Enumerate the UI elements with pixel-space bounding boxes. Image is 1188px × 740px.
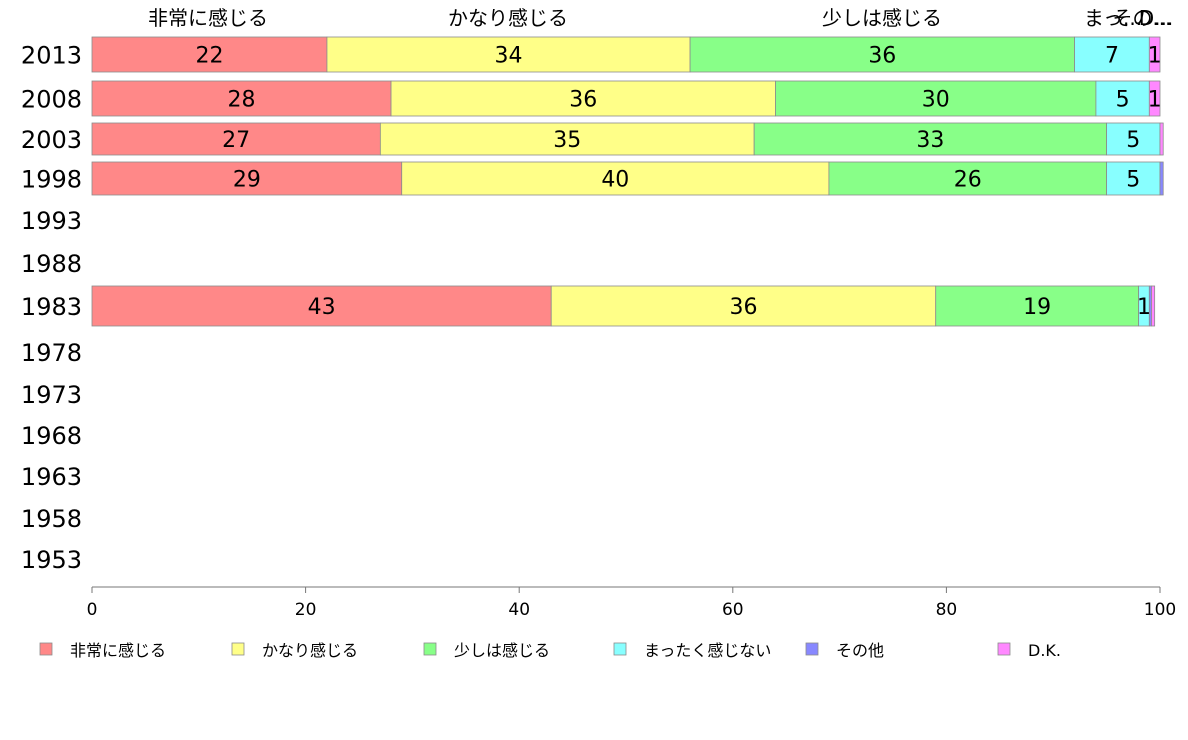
top-label-2: 少しは感じる — [822, 6, 942, 30]
legend-label: 非常に感じる — [70, 641, 166, 660]
top-label-5: D... — [1139, 6, 1173, 30]
legend-label: その他 — [836, 641, 884, 660]
bar-segment — [1148, 80, 1161, 117]
segment-value-label: 35 — [553, 128, 581, 153]
bar-segment — [1074, 36, 1150, 73]
segment-value-label: 28 — [228, 88, 256, 113]
segment-value-label: 1 — [1148, 88, 1162, 113]
legend-label: D.K. — [1028, 641, 1061, 660]
bar-segment — [91, 122, 381, 156]
year-label: 1998 — [21, 166, 82, 194]
legend-label: かなり感じる — [262, 641, 358, 660]
x-tick-label: 60 — [722, 600, 744, 620]
x-tick-label: 40 — [508, 600, 530, 620]
top-label-3: まっ... — [1084, 6, 1142, 30]
bar-segment — [401, 161, 830, 196]
year-label: 1983 — [21, 293, 82, 321]
legend-swatch — [997, 642, 1011, 656]
year-label: 2013 — [21, 42, 82, 70]
segment-value-label: 33 — [916, 128, 944, 153]
bar-segment — [935, 285, 1140, 327]
top-label-4: その... — [1112, 6, 1171, 30]
x-tick-label: 0 — [87, 600, 98, 620]
x-axis: 0 20 40 60 80 100 — [87, 586, 1176, 620]
segment-value-label: 5 — [1116, 88, 1130, 113]
segment-value-label: 22 — [195, 44, 223, 69]
year-label: 1968 — [21, 422, 82, 450]
legend-label: まったく感じない — [644, 641, 771, 660]
bar-segment — [390, 80, 776, 117]
bars: 22 34 36 7 128 36 30 5 127 35 33 529 40 26 543 36 19 1 — [91, 36, 1164, 327]
x-tick-label: 20 — [295, 600, 317, 620]
year-label: 1988 — [21, 250, 82, 278]
year-axis-labels: 2013 2008 2003 1998 1993 1988 1983 1978 1973 1968… — [21, 42, 82, 575]
x-tick-label: 100 — [1144, 600, 1176, 620]
segment-value-label: 19 — [1023, 295, 1051, 320]
segment-value-label: 30 — [922, 88, 950, 113]
bar-segment — [1148, 36, 1161, 73]
segment-value-label: 43 — [308, 295, 336, 320]
bar-segment — [1106, 122, 1161, 156]
year-label: 2003 — [21, 126, 82, 154]
bar-segment — [828, 161, 1107, 196]
segment-value-label: 5 — [1126, 128, 1140, 153]
year-label: 1978 — [21, 339, 82, 367]
legend-swatch — [39, 642, 53, 656]
segment-value-label: 1 — [1148, 44, 1162, 69]
year-label: 1973 — [21, 381, 82, 409]
segment-value-label: 36 — [729, 295, 757, 320]
year-label: 2008 — [21, 86, 82, 114]
year-label: 1958 — [21, 505, 82, 533]
segment-value-label: 36 — [868, 44, 896, 69]
bar-segment — [1151, 285, 1156, 327]
segment-value-label: 40 — [601, 168, 629, 193]
legend: 非常に感じる かなり感じる 少しは感じる まったく感じない その他 D.K. — [39, 641, 1061, 660]
legend-label: 少しは感じる — [454, 641, 550, 660]
bar-segment — [775, 80, 1097, 117]
top-label-1: かなり感じる — [448, 6, 568, 30]
segment-value-label: 1 — [1137, 295, 1151, 320]
top-label-0: 非常に感じる — [148, 6, 268, 30]
year-label: 1963 — [21, 463, 82, 491]
segment-value-label: 26 — [954, 168, 982, 193]
segment-value-label: 34 — [495, 44, 523, 69]
bar-segment — [91, 80, 392, 117]
bar-segment — [91, 285, 552, 327]
bar-segment — [379, 122, 755, 156]
bar-segment — [1095, 80, 1150, 117]
bar-segment — [91, 36, 328, 73]
segment-value-label: 5 — [1126, 168, 1140, 193]
bar-segment — [1159, 161, 1164, 196]
x-tick-label: 80 — [936, 600, 958, 620]
legend-swatch — [423, 642, 437, 656]
legend-swatch — [613, 642, 627, 656]
year-label: 1953 — [21, 546, 82, 574]
legend-swatch — [805, 642, 819, 656]
bar-segment — [1159, 122, 1164, 156]
segment-value-label: 36 — [569, 88, 597, 113]
year-label: 1993 — [21, 207, 82, 235]
segment-value-label: 29 — [233, 168, 261, 193]
bar-segment — [1106, 161, 1161, 196]
top-category-labels: 非常に感じる かなり感じる 少しは感じる まっ...その...D... — [148, 6, 1173, 30]
legend-swatch — [231, 642, 245, 656]
segment-value-label: 7 — [1105, 44, 1119, 69]
bar-segment — [550, 285, 937, 327]
segment-value-label: 27 — [222, 128, 250, 153]
